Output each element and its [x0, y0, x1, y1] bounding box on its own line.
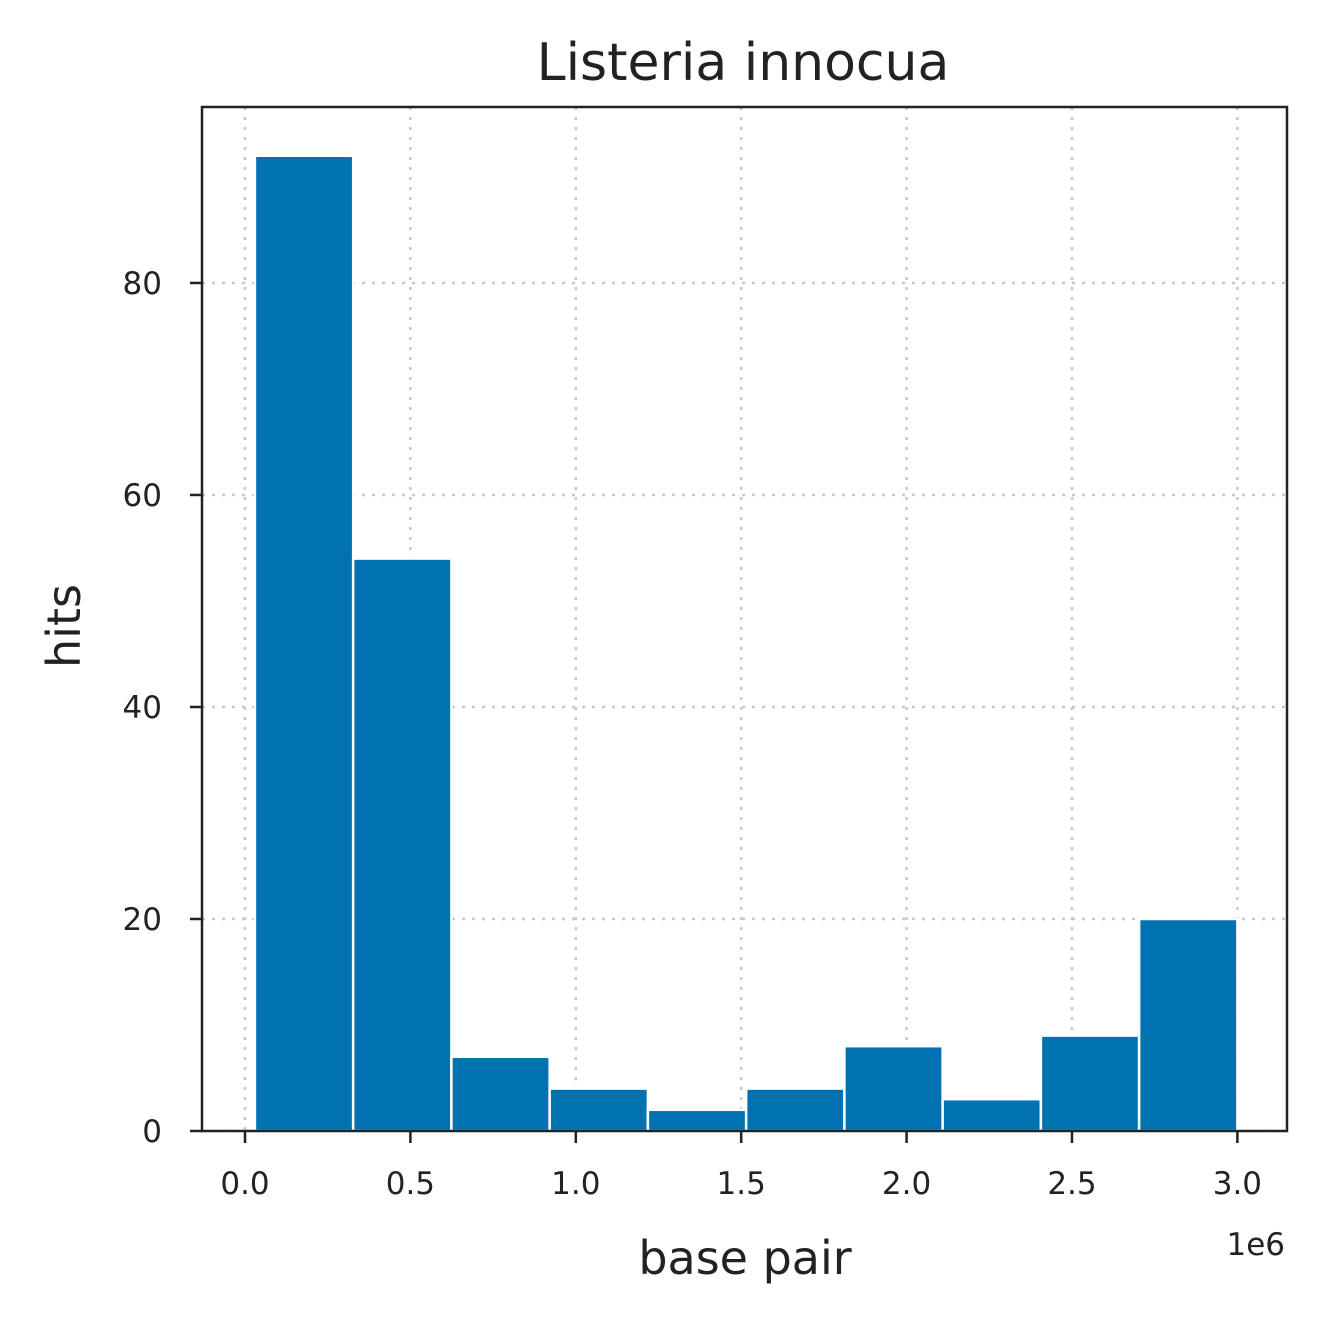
histogram-bar-7: [941, 1097, 1043, 1133]
y-tick-label-4: 80: [123, 266, 162, 302]
y-tick-label-2: 40: [123, 690, 162, 726]
x-tick-label-5: 2.5: [1047, 1166, 1096, 1202]
histogram-bar-2: [450, 1055, 551, 1133]
x-tick-label-6: 3.0: [1213, 1166, 1262, 1202]
x-tick-label-1: 0.5: [386, 1166, 435, 1202]
histogram-bars: [253, 154, 1239, 1133]
histogram-bar-9: [1137, 917, 1239, 1133]
y-axis-label: hits: [37, 584, 91, 668]
x-tick-label-4: 2.0: [882, 1166, 931, 1202]
histogram-bar-5: [744, 1087, 846, 1133]
x-tick-label-2: 1.0: [551, 1166, 600, 1202]
x-axis-offset-label: 1e6: [1226, 1227, 1285, 1263]
y-axis-ticks: 0 20 40 60 80: [123, 266, 202, 1150]
chart-title: Listeria innocua: [537, 33, 950, 93]
histogram-bar-0: [253, 154, 355, 1133]
x-tick-label-0: 0.0: [220, 1166, 269, 1202]
histogram-bar-8: [1039, 1034, 1141, 1133]
y-tick-label-3: 60: [123, 478, 162, 514]
y-tick-label-1: 20: [123, 902, 162, 938]
histogram-bar-3: [548, 1087, 650, 1133]
plot-frame: [200, 105, 1289, 1133]
x-axis-ticks: 0.0 0.5 1.0 1.5 2.0 2.5 3.0: [220, 1131, 1262, 1202]
histogram-bar-1: [351, 557, 453, 1133]
histogram-bar-6: [843, 1044, 944, 1133]
y-tick-label-0: 0: [142, 1114, 162, 1150]
x-tick-label-3: 1.5: [717, 1166, 766, 1202]
x-axis-label: base pair: [638, 1231, 851, 1285]
histogram-bar-4: [646, 1108, 748, 1133]
